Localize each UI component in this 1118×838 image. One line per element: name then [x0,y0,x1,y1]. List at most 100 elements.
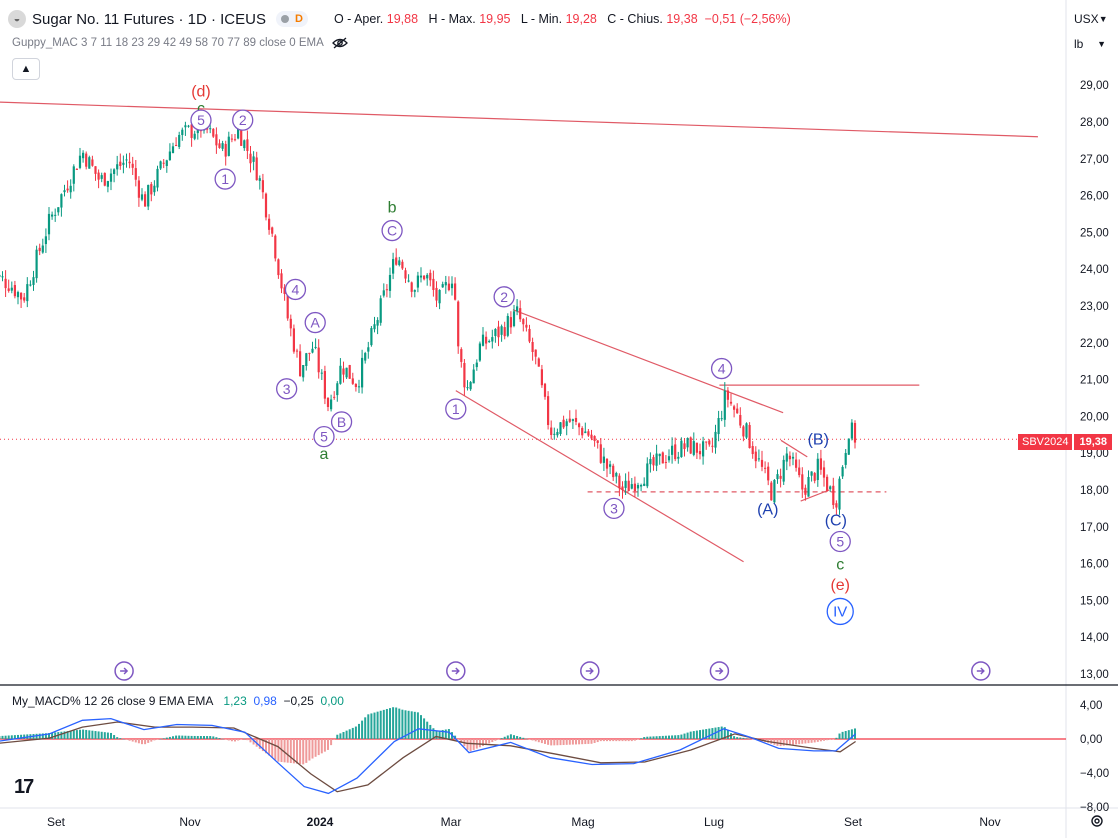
macd-legend[interactable]: My_MACD% 12 26 close 9 EMA EMA 1,23 0,98… [12,694,344,708]
candle-body [298,351,302,377]
unit-selector[interactable]: lb ▼ [1070,34,1110,54]
wave-label: A [311,315,321,331]
macd-bar [779,739,782,747]
macd-bar [410,711,413,739]
wave-label: c [197,100,205,117]
macd-bar [485,739,488,745]
candle-body [153,185,156,193]
macd-bar [202,736,205,739]
candle-body [209,128,212,130]
eye-off-icon[interactable] [331,37,348,49]
macd-bar [506,735,509,739]
x-tick-label: Nov [179,815,200,829]
candle-body [748,425,751,449]
tradingview-logo[interactable]: 17 [14,776,34,798]
candle-body [112,169,116,174]
candle-body [333,396,336,398]
macd-bar [165,737,168,739]
gear-icon[interactable] [1089,813,1105,829]
macd-bar [587,739,590,744]
macd-bar [822,739,825,741]
macd-bar [187,735,190,739]
candle-body [556,432,559,436]
macd-bar [599,739,602,742]
candle-body [785,453,788,462]
candle-body [618,475,621,489]
macd-bar [274,739,277,760]
macd-bar [525,738,528,740]
chevron-down-icon: ▼ [1098,14,1108,24]
wave-label: 5 [836,534,844,550]
candle-body [295,350,299,352]
macd-bar [469,739,472,752]
candle-body [751,446,754,455]
y-tick-label: 26,00 [1080,191,1109,203]
macd-bar [509,734,512,739]
candle-body [562,419,565,428]
candle-body [590,434,593,439]
macd-bar [466,739,469,750]
candle-body [804,487,807,495]
wave-marker [232,109,254,131]
macd-hist-value: 1,23 [223,694,247,708]
wave-label: 3 [283,381,291,397]
macd-bar [720,726,723,739]
y-tick-label: 15,00 [1080,595,1109,607]
macd-bar [416,712,419,739]
indicator-label: Guppy_MAC 3 7 11 18 23 29 42 49 58 70 77… [12,37,324,49]
macd-bar [94,731,97,739]
indicator-legend[interactable]: Guppy_MAC 3 7 11 18 23 29 42 49 58 70 77… [12,37,348,49]
wave-label: 4 [292,281,300,297]
macd-bar [13,735,16,739]
y-tick-label: 19,00 [1080,448,1109,460]
macd-bar [351,727,354,739]
candle-body [506,315,509,336]
wave-label: (e) [830,577,850,594]
macd-bar [348,729,351,739]
candle-body [289,318,292,329]
macd-bar [643,737,646,739]
candle-body [432,278,435,291]
chart-title[interactable]: Sugar No. 11 Futures · 1D · ICEUS [32,10,266,28]
macd-bar [553,739,556,746]
candle-body [624,480,627,488]
candle-body [190,124,193,138]
candle-body [534,349,537,357]
macd-bar [38,733,41,739]
candle-body [379,298,382,323]
collapse-legend-button[interactable]: ▲ [12,58,40,80]
open-value: 19,88 [386,12,419,26]
macd-bar [354,726,357,739]
macd-bar [798,739,801,745]
candle-body [732,406,736,410]
macd-bar [147,739,150,743]
macd-bar [134,739,137,743]
macd-bar [543,739,546,744]
macd-bar [550,739,553,746]
macd-bar [711,728,714,739]
macd-bar [590,739,593,744]
candle-body [760,459,764,467]
candle-body [835,503,838,508]
y-tick-label: 25,00 [1080,227,1109,239]
macd-bar [680,734,683,739]
candle-body [832,485,835,506]
candle-body [822,467,826,478]
currency-selector[interactable]: USX ▼ [1070,9,1110,29]
sugar-icon[interactable]: ◒ [8,10,26,28]
macd-bar [581,739,584,745]
candle-body [664,461,667,463]
macd-bar [100,731,103,739]
macd-bar [317,739,320,756]
candle-body [782,459,785,482]
candle-body [633,483,636,491]
macd-bar [602,739,605,742]
candle-body [791,456,795,459]
macd-bar [184,735,187,739]
event-marker-arrow [715,667,724,675]
wave-marker [284,278,307,301]
status-pill[interactable]: D [275,11,308,27]
x-tick-label: Set [844,815,863,829]
candle-body [528,328,531,342]
